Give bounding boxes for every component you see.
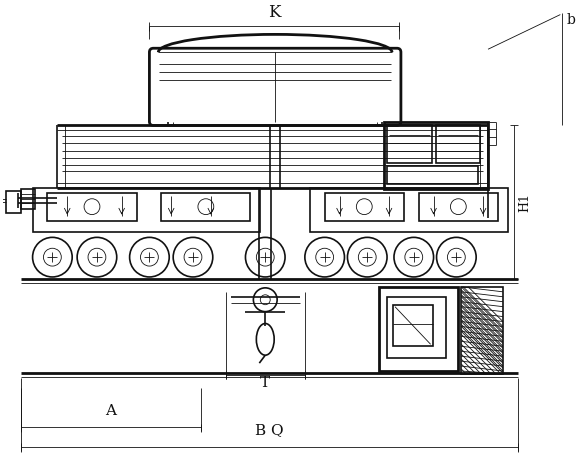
Text: K: K xyxy=(268,3,280,20)
Bar xyxy=(325,193,404,220)
Text: B Q: B Q xyxy=(255,423,283,438)
Bar xyxy=(47,193,136,220)
Bar xyxy=(6,191,21,213)
Bar xyxy=(310,188,508,232)
Bar xyxy=(419,193,498,220)
Bar xyxy=(33,188,261,232)
Bar xyxy=(161,193,251,220)
Bar xyxy=(393,305,433,346)
Bar xyxy=(461,287,503,374)
Text: T: T xyxy=(260,376,271,390)
Bar xyxy=(379,287,458,371)
Text: b: b xyxy=(566,13,575,27)
Text: H1: H1 xyxy=(519,193,532,212)
Bar xyxy=(387,166,478,184)
Bar xyxy=(436,126,480,163)
Bar xyxy=(384,121,488,189)
Text: A: A xyxy=(106,403,116,418)
Bar xyxy=(21,189,34,209)
Bar xyxy=(387,297,447,358)
Bar xyxy=(387,126,431,163)
